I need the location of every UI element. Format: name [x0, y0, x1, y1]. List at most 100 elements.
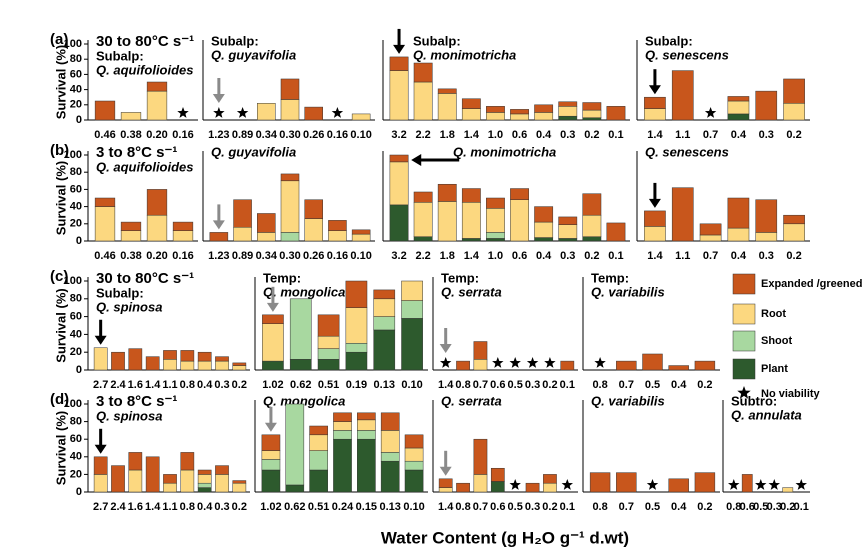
x-tick-label: 0.89 — [232, 250, 253, 262]
x-tick-label: 0.46 — [94, 129, 115, 141]
bar-segment — [232, 482, 247, 493]
bar-segment — [461, 238, 481, 242]
bar-segment — [404, 434, 424, 449]
bar-segment — [606, 106, 626, 121]
bar-segment — [727, 100, 750, 115]
bar-segment — [197, 482, 212, 488]
bar-segment — [461, 108, 481, 121]
x-tick-label: 0.4 — [197, 379, 213, 391]
bar-segment — [534, 237, 554, 242]
bar-segment — [357, 438, 376, 493]
x-tick-label: 0.13 — [380, 501, 401, 513]
y-tick-label: 40 — [70, 201, 82, 213]
x-tick-label: 0.8 — [455, 379, 470, 391]
bar-segment — [285, 403, 305, 486]
bar-segment — [94, 197, 116, 207]
y-tick-label: 60 — [70, 311, 82, 323]
bar-segment — [741, 474, 753, 493]
x-tick-label: 0.2 — [584, 250, 599, 262]
group-label: Subalp: — [413, 33, 461, 48]
bar-segment — [215, 474, 229, 493]
x-tick-label: 0.7 — [473, 379, 488, 391]
y-tick-label: 80 — [70, 416, 82, 428]
bar-segment — [380, 412, 400, 431]
y-tick-label: 40 — [70, 84, 82, 96]
species-label: Q. senescens — [645, 47, 729, 62]
bar-segment — [456, 360, 470, 371]
bar-segment — [560, 360, 575, 371]
x-tick-label: 0.2 — [786, 129, 801, 141]
bar-segment — [261, 450, 281, 460]
arrow-head — [212, 220, 225, 230]
bar-segment — [671, 70, 694, 121]
x-tick-label: 2.2 — [416, 129, 431, 141]
x-tick-label: 0.7 — [473, 501, 488, 513]
bar-segment — [373, 316, 396, 331]
bar-segment — [783, 223, 805, 242]
bar-segment — [163, 482, 177, 493]
x-tick-label: 0.1 — [608, 129, 623, 141]
x-tick-label: 0.5 — [645, 379, 660, 391]
bar-segment — [543, 474, 557, 484]
no-viability-star — [509, 357, 521, 368]
y-tick-label: 20 — [70, 218, 82, 230]
x-tick-label: 0.4 — [197, 501, 213, 513]
x-tick-label: 0.4 — [671, 379, 687, 391]
bar-segment — [333, 412, 352, 422]
bar-segment — [333, 430, 352, 440]
x-tick-label: 0.1 — [608, 250, 623, 262]
x-tick-label: 0.16 — [172, 250, 193, 262]
bar-segment — [437, 201, 457, 242]
bar-segment — [280, 180, 300, 233]
bar-segment — [642, 353, 663, 371]
no-viability-star — [594, 357, 606, 368]
y-tick-label: 80 — [70, 166, 82, 178]
bar-segment — [357, 412, 376, 421]
no-viability-star — [177, 107, 189, 118]
x-tick-label: 0.51 — [308, 501, 329, 513]
bar-segment — [351, 113, 371, 121]
species-label: Q. serrata — [441, 393, 502, 408]
bar-segment — [163, 359, 177, 371]
bar-segment — [180, 452, 195, 471]
bar-segment — [699, 234, 722, 242]
group-label: Subalp: — [96, 285, 144, 300]
bar-segment — [510, 113, 529, 121]
no-viability-star — [526, 357, 539, 368]
x-tick-label: 0.3 — [525, 379, 540, 391]
bar-segment — [404, 460, 424, 471]
bar-segment — [285, 484, 305, 493]
bar-segment — [111, 351, 125, 371]
legend-swatch — [732, 330, 756, 352]
bar-segment — [490, 481, 505, 493]
bar-segment — [668, 478, 689, 493]
x-tick-label: 0.2 — [232, 501, 247, 513]
x-tick-label: 1.4 — [464, 129, 480, 141]
species-label: Q. spinosa — [96, 408, 162, 423]
bar-segment — [309, 434, 328, 451]
species-label: Q. mongolica — [263, 284, 345, 299]
bar-segment — [357, 430, 376, 440]
x-tick-label: 0.10 — [350, 250, 371, 262]
no-viability-star — [561, 479, 573, 490]
bar-segment — [93, 347, 108, 371]
bar-segment — [727, 227, 750, 242]
x-tick-label: 1.1 — [675, 250, 690, 262]
no-viability-star — [331, 107, 344, 118]
x-tick-label: 0.15 — [356, 501, 377, 513]
bar-segment — [163, 350, 177, 360]
x-tick-label: 0.1 — [560, 501, 575, 513]
x-tick-label: 1.0 — [488, 250, 503, 262]
x-tick-label: 0.16 — [327, 129, 348, 141]
x-tick-label: 1.02 — [260, 501, 281, 513]
arrow-head — [439, 344, 452, 353]
x-tick-label: 0.62 — [284, 501, 305, 513]
x-tick-label: 1.0 — [488, 129, 503, 141]
arrow-head — [411, 154, 422, 166]
x-tick-label: 1.8 — [440, 250, 455, 262]
x-tick-label: 0.8 — [726, 501, 741, 513]
bar-segment — [380, 452, 400, 462]
bar-segment — [345, 280, 368, 308]
x-tick-label: 0.26 — [303, 129, 324, 141]
bar-segment — [94, 100, 116, 121]
